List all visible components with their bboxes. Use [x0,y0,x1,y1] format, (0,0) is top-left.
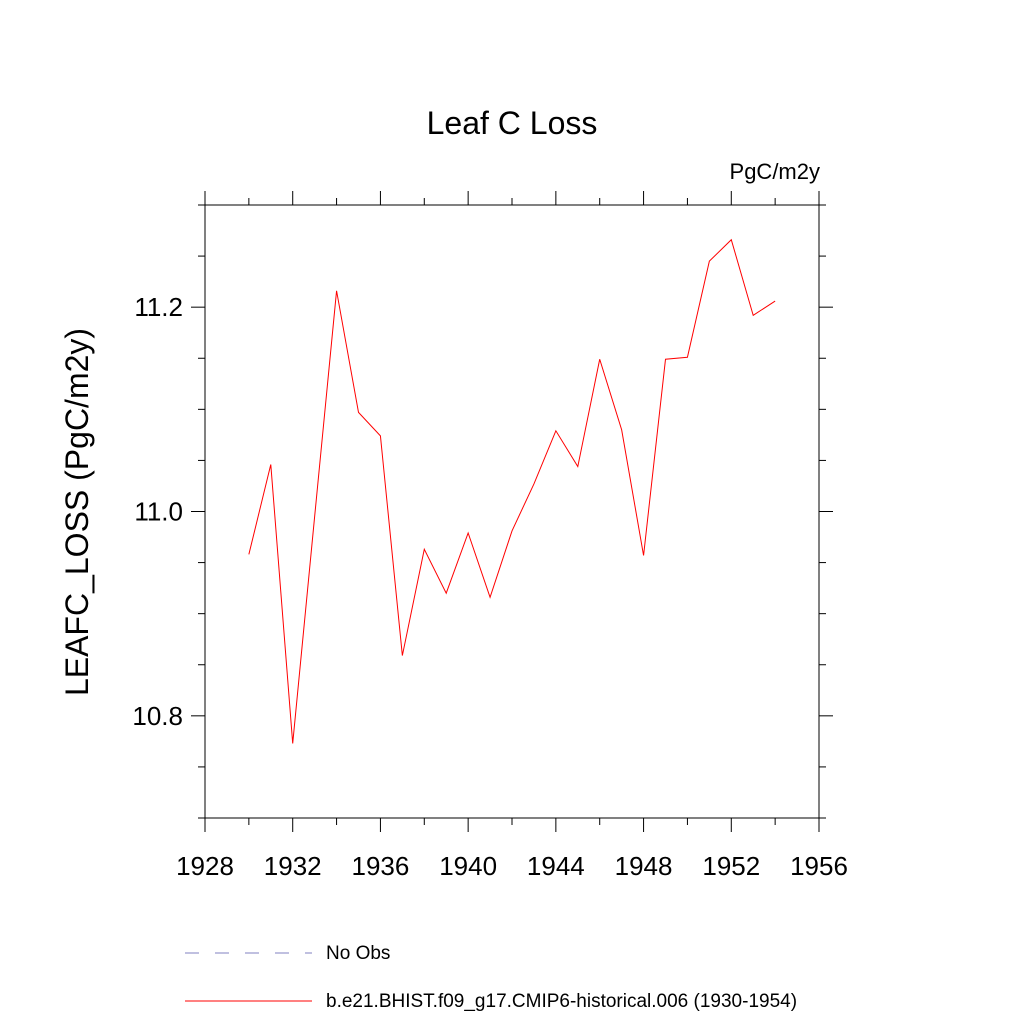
x-tick-label: 1948 [615,851,673,881]
axis-ticks [191,191,833,832]
y-axis-label: LEAFC_LOSS (PgC/m2y) [59,328,95,696]
legend-label-historical: b.e21.BHIST.f09_g17.CMIP6-historical.006… [326,991,797,1012]
x-tick-label: 1936 [352,851,410,881]
x-tick-label: 1940 [439,851,497,881]
series-line [248,238,776,744]
y-tick-label: 11.0 [134,497,183,527]
x-tick-label: 1952 [702,851,760,881]
series-lines [248,238,776,744]
chart-title: Leaf C Loss [427,105,598,141]
units-label: PgC/m2y [730,159,820,184]
x-tick-label: 1944 [527,851,585,881]
x-tick-label: 1928 [176,851,234,881]
y-tick-label: 10.8 [132,701,183,731]
legend: No Obs b.e21.BHIST.f09_g17.CMIP6-histori… [185,943,797,1012]
x-tick-label: 1932 [264,851,322,881]
x-tick-label: 1956 [790,851,848,881]
plot-frame [204,204,820,819]
y-tick-label: 11.2 [134,292,183,322]
y-tick-labels: 10.8 11.0 11.2 [132,292,183,731]
x-tick-labels: 1928 1932 1936 1940 1944 1948 1952 1956 [176,851,848,881]
legend-label-no-obs: No Obs [326,943,390,964]
